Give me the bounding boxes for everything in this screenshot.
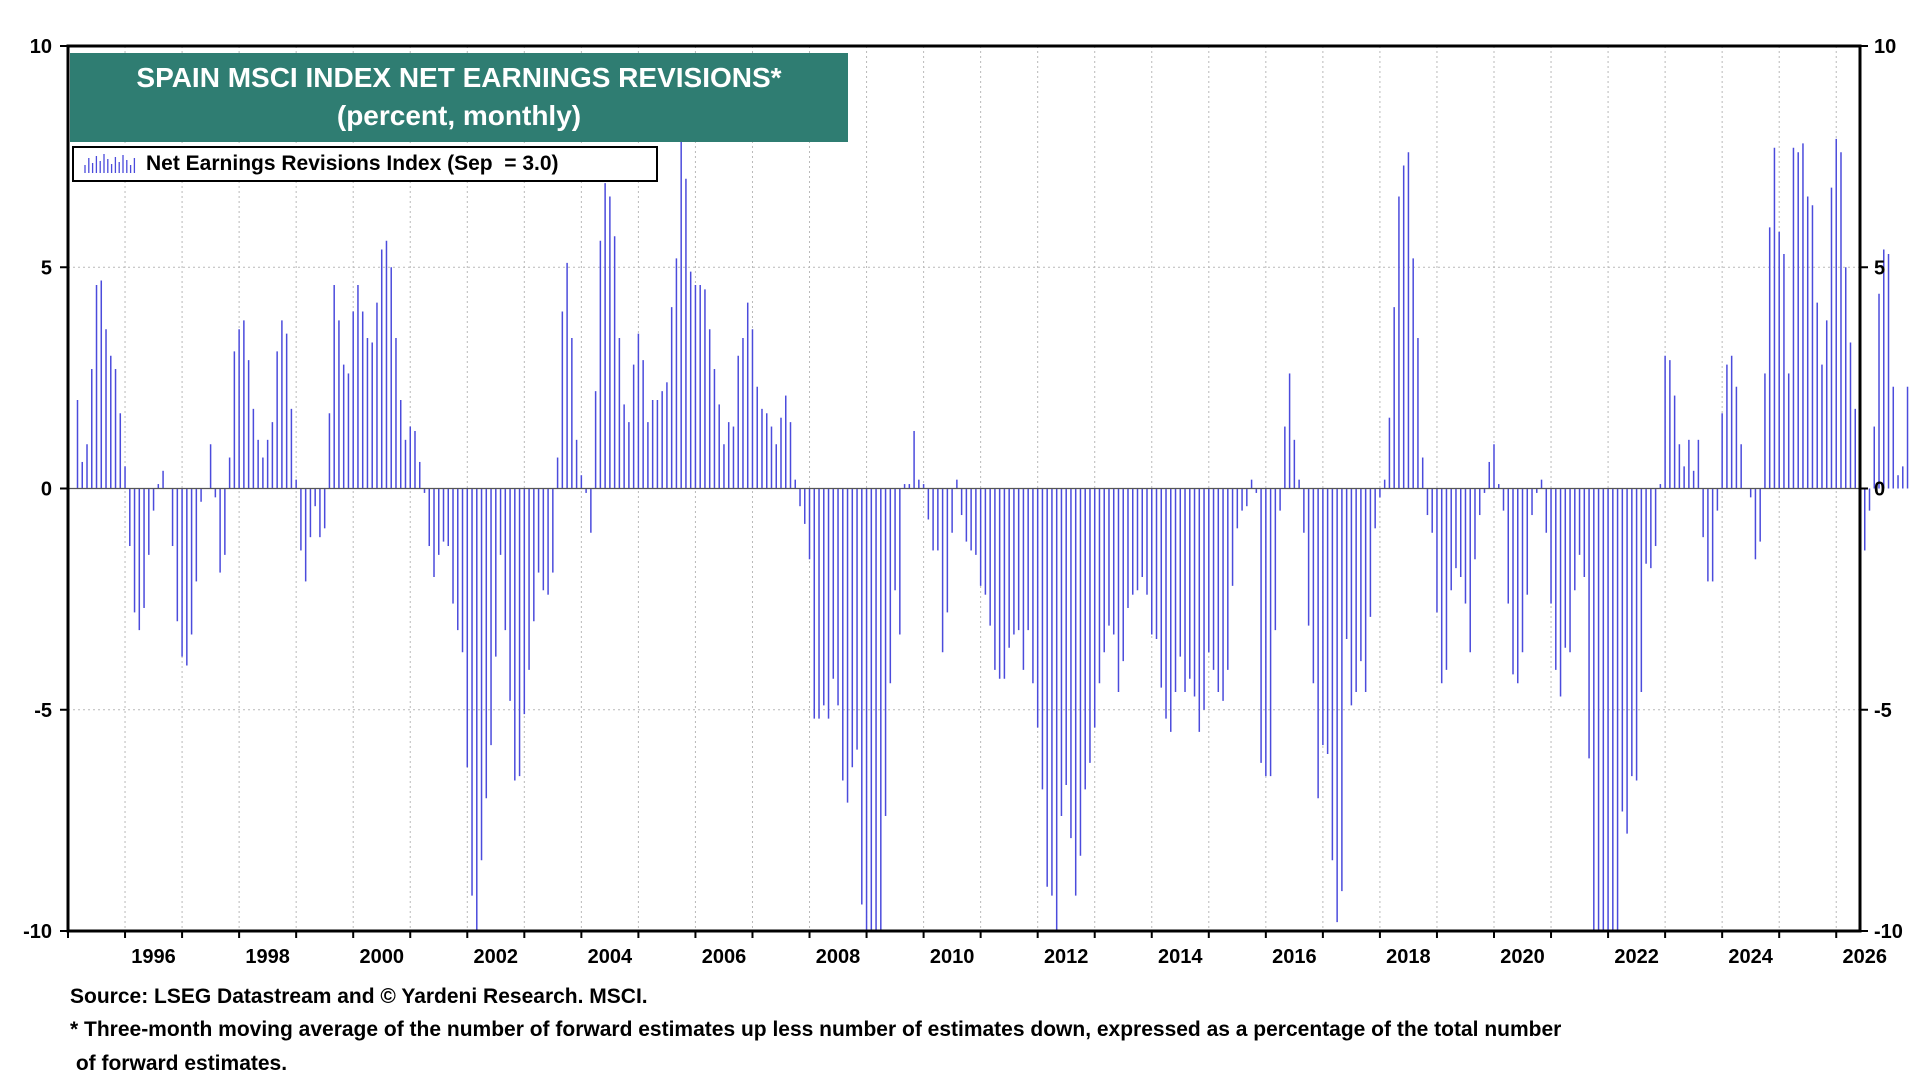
chart-title-box: SPAIN MSCI INDEX NET EARNINGS REVISIONS*… bbox=[70, 53, 848, 142]
x-tick-label: 2026 bbox=[1843, 946, 1888, 968]
x-tick-label: 1998 bbox=[245, 946, 290, 968]
y-tick-label-right: 5 bbox=[1874, 257, 1885, 279]
x-tick-label: 2018 bbox=[1386, 946, 1431, 968]
x-tick-label: 2002 bbox=[474, 946, 519, 968]
y-tick-label-left: 5 bbox=[41, 257, 52, 279]
x-tick-label: 2004 bbox=[588, 946, 633, 968]
x-tick-label: 2024 bbox=[1728, 946, 1773, 968]
source-note: Source: LSEG Datastream and © Yardeni Re… bbox=[70, 985, 648, 1008]
chart-subtitle: (percent, monthly) bbox=[336, 100, 582, 131]
x-tick-label: 2022 bbox=[1614, 946, 1659, 968]
footnote-line-2: of forward estimates. bbox=[70, 1052, 288, 1075]
y-tick-label-right: -10 bbox=[1874, 921, 1903, 943]
y-tick-label-right: 10 bbox=[1874, 36, 1896, 58]
y-tick-label-right: 0 bbox=[1874, 479, 1885, 501]
x-tick-label: 2006 bbox=[702, 946, 747, 968]
y-tick-label-right: -5 bbox=[1874, 700, 1892, 722]
legend-label: Net Earnings Revisions Index (Sep = 3.0) bbox=[146, 152, 559, 175]
axes: 10 10 5 5 0 0 -5 -5 -10 -10 1996 1998 2000 2002 2004 20… bbox=[23, 36, 1903, 968]
x-tick-label: 2010 bbox=[930, 946, 975, 968]
legend-swatch-icon bbox=[84, 154, 136, 173]
y-tick-label-left: 0 bbox=[41, 479, 52, 501]
x-tick-label: 2014 bbox=[1158, 946, 1203, 968]
x-tick-label: 2008 bbox=[816, 946, 861, 968]
y-tick-label-left: -10 bbox=[23, 921, 52, 943]
footnote-line-1: * Three-month moving average of the numb… bbox=[70, 1018, 1562, 1041]
bar-series bbox=[76, 138, 1909, 931]
x-tick-label: 1996 bbox=[131, 946, 176, 968]
legend: Net Earnings Revisions Index (Sep = 3.0) bbox=[72, 146, 658, 182]
chart-title: SPAIN MSCI INDEX NET EARNINGS REVISIONS* bbox=[136, 62, 782, 93]
x-tick-label: 2020 bbox=[1500, 946, 1545, 968]
y-tick-label-left: 10 bbox=[30, 36, 52, 58]
y-tick-label-left: -5 bbox=[34, 700, 52, 722]
x-tick-label: 2016 bbox=[1272, 946, 1317, 968]
x-tick-label: 2000 bbox=[359, 946, 404, 968]
x-tick-label: 2012 bbox=[1044, 946, 1089, 968]
